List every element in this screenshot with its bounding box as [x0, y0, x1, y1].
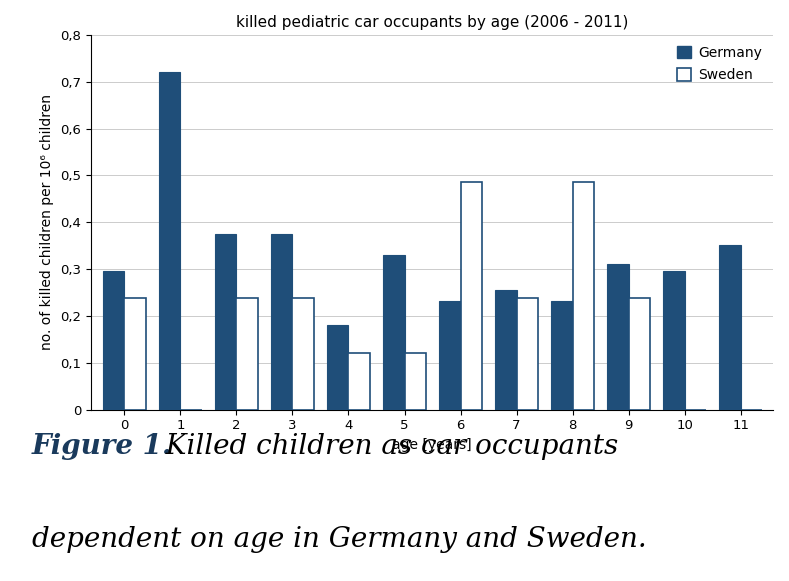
Bar [664, 271, 685, 410]
Bar [237, 298, 258, 410]
Bar [159, 73, 181, 410]
Bar [405, 353, 426, 410]
Bar [552, 301, 573, 410]
Bar [573, 182, 594, 410]
Bar [439, 301, 461, 410]
Bar [103, 271, 125, 410]
Bar [608, 264, 629, 410]
Text: dependent on age in Germany and Sweden.: dependent on age in Germany and Sweden. [32, 526, 646, 553]
Bar [629, 298, 650, 410]
Bar [495, 290, 517, 410]
Bar [125, 298, 146, 410]
X-axis label: age [years]: age [years] [392, 438, 472, 452]
Text: Figure 1.: Figure 1. [32, 433, 172, 460]
Title: killed pediatric car occupants by age (2006 - 2011): killed pediatric car occupants by age (2… [236, 15, 628, 30]
Bar [271, 234, 293, 410]
Bar [215, 234, 237, 410]
Bar [293, 298, 314, 410]
Bar [720, 245, 741, 410]
Bar [383, 255, 405, 410]
Legend: Germany, Sweden: Germany, Sweden [673, 42, 766, 87]
Y-axis label: no. of killed children per 10⁶ children: no. of killed children per 10⁶ children [40, 94, 54, 350]
Bar [461, 182, 482, 410]
Bar [327, 325, 349, 410]
Bar [349, 353, 370, 410]
Bar [517, 298, 538, 410]
Text: Killed children as car occupants: Killed children as car occupants [148, 433, 619, 460]
